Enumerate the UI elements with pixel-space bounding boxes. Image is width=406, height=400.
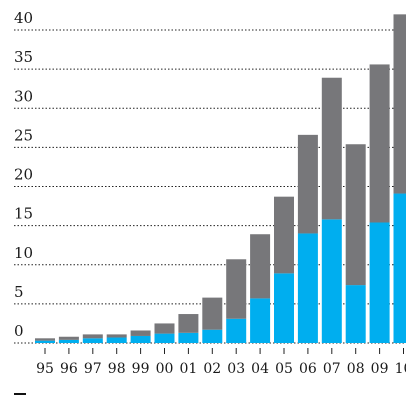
x-tick-label-07: 07 (323, 361, 341, 377)
x-tick-label-10: 10 (395, 361, 406, 377)
bar-04-series-1 (250, 298, 271, 343)
bar-01-series-1 (178, 332, 199, 343)
bar-99-series-1 (130, 335, 151, 343)
x-tick-label-05: 05 (275, 361, 293, 377)
x-axis-ticks: 95 96 97 98 99 00 01 02 03 04 05 06 07 08 09 10 (36, 348, 406, 377)
bar-98-series-2 (106, 334, 127, 338)
bar-10-series-1 (393, 193, 406, 343)
bar-06-series-2 (297, 134, 318, 234)
bar-96-series-2 (58, 336, 79, 340)
bar-03-series-2 (226, 259, 247, 319)
y-tick-label-25: 25 (14, 126, 33, 144)
x-tick-label-96: 96 (60, 361, 78, 377)
x-tick-label-95: 95 (36, 361, 54, 377)
x-tick-label-09: 09 (371, 361, 389, 377)
y-tick-label-30: 30 (14, 87, 33, 105)
bar-09-series-1 (369, 222, 390, 343)
bar-08-series-1 (345, 285, 366, 343)
bar-09-series-2 (369, 64, 390, 223)
bar-95-series-2 (35, 338, 55, 341)
bar-01-series-2 (178, 314, 199, 333)
x-tick-label-08: 08 (347, 361, 365, 377)
y-tick-label-10: 10 (14, 244, 33, 262)
y-axis-ticks: 0 5 10 15 20 25 30 35 40 (14, 9, 33, 340)
bar-05-series-2 (274, 196, 294, 274)
bar-04-series-2 (250, 234, 271, 299)
x-tick-label-97: 97 (84, 361, 102, 377)
x-tick-label-99: 99 (132, 361, 150, 377)
bar-99-series-2 (130, 330, 151, 336)
x-tick-label-01: 01 (179, 361, 197, 377)
y-tick-label-0: 0 (14, 322, 24, 340)
x-tick-label-02: 02 (203, 361, 221, 377)
x-tick-label-03: 03 (227, 361, 245, 377)
x-tick-label-06: 06 (299, 361, 317, 377)
bar-02-series-1 (202, 329, 223, 343)
bar-03-series-1 (226, 318, 247, 343)
bar-98-series-1 (106, 337, 127, 343)
bar-08-series-2 (345, 144, 366, 286)
bar-96-series-1 (58, 339, 79, 343)
bar-97-series-1 (82, 338, 103, 343)
bar-10-series-2 (393, 14, 406, 194)
x-tick-label-00: 00 (156, 361, 174, 377)
bars (35, 14, 406, 343)
y-tick-label-20: 20 (14, 166, 33, 184)
y-tick-label-5: 5 (14, 283, 24, 301)
bar-05-series-1 (274, 273, 294, 343)
y-tick-label-40: 40 (14, 9, 33, 27)
x-tick-label-04: 04 (251, 361, 269, 377)
y-tick-label-15: 15 (14, 205, 33, 223)
bar-97-series-2 (82, 334, 103, 339)
bar-95-series-1 (35, 340, 55, 343)
bar-00-series-2 (154, 323, 175, 334)
bar-06-series-1 (297, 233, 318, 343)
y-tick-label-35: 35 (14, 48, 33, 66)
bar-07-series-2 (321, 77, 342, 220)
bar-00-series-1 (154, 333, 175, 343)
bar-07-series-1 (321, 219, 342, 343)
bar-02-series-2 (202, 297, 223, 330)
x-tick-label-98: 98 (108, 361, 126, 377)
